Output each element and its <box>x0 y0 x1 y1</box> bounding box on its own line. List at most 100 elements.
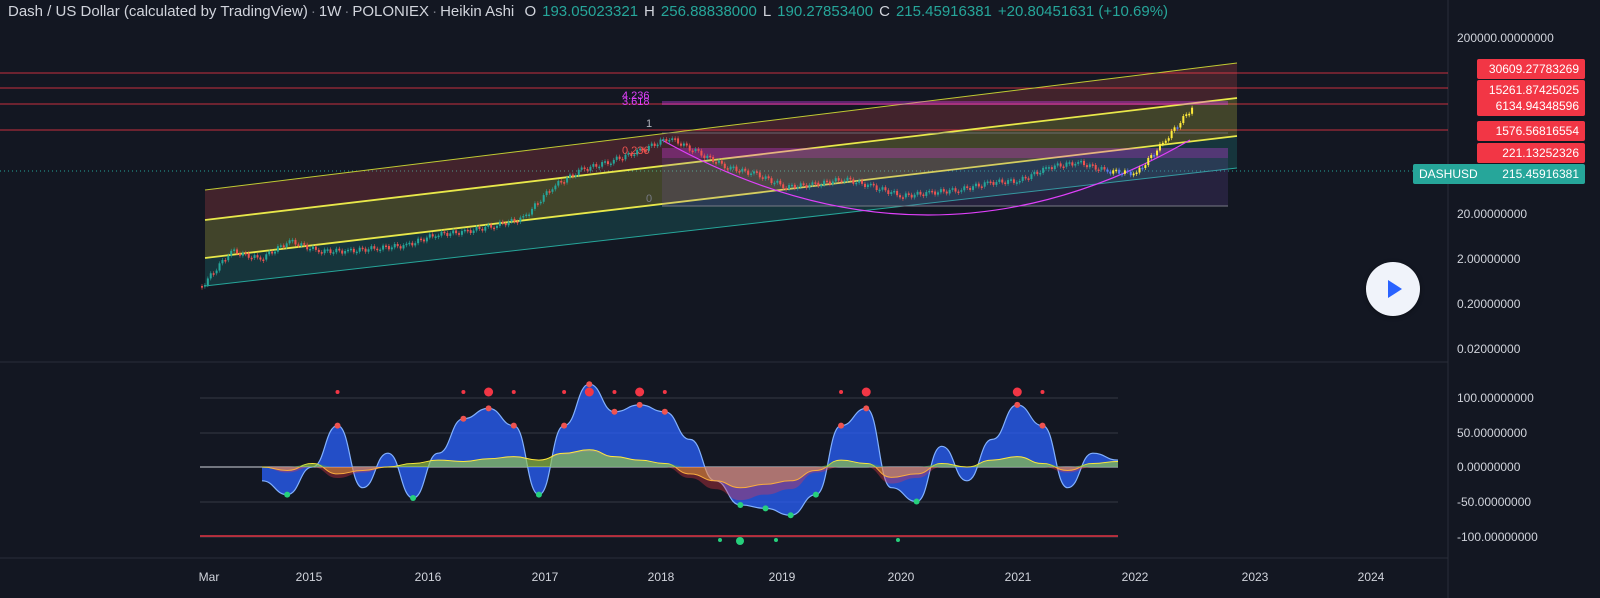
wave-main-area <box>262 384 1118 516</box>
close-label: C <box>879 3 890 20</box>
high-value: 256.88838000 <box>660 3 757 20</box>
play-icon <box>1388 280 1402 298</box>
time-axis-tick: 2016 <box>415 570 442 584</box>
overbought-marker <box>584 387 594 397</box>
low-value: 190.27853400 <box>777 3 874 20</box>
fib-label: 3.618 <box>622 96 650 108</box>
sell-signal-dot <box>611 408 618 415</box>
symbol-tag-price: 215.45916381 <box>1502 167 1579 181</box>
fib-zone-4236 <box>662 101 1228 105</box>
time-axis-tick: 2015 <box>296 570 323 584</box>
overbought-marker <box>861 387 871 397</box>
channel-upper-line <box>204 97 1238 221</box>
sell-signal-dot <box>334 422 341 429</box>
time-axis-tick: Mar <box>199 570 220 584</box>
low-label: L <box>762 3 772 20</box>
channel-top-line <box>204 62 1238 191</box>
price-tag-30609: 30609.27783269 <box>1477 59 1585 79</box>
time-axis-tick: 2023 <box>1242 570 1269 584</box>
time-axis-tick: 2017 <box>532 570 559 584</box>
fib-label: 1 <box>646 118 652 130</box>
ohlc-values: O 193.05023321 H 256.88838000 L 190.27853400 C… <box>524 3 1174 20</box>
oversold-marker <box>896 538 900 542</box>
oscillator-axis-tick: 50.00000000 <box>1457 426 1527 440</box>
open-label: O <box>524 3 537 20</box>
buy-signal-dot <box>737 501 744 508</box>
overbought-marker <box>612 390 617 394</box>
channel-lower-fill <box>205 136 1237 286</box>
chart-style-label: Heikin Ashi <box>440 3 515 20</box>
wave-main-line <box>261 383 1119 516</box>
overbought-marker <box>662 390 667 394</box>
overbought-marker <box>335 390 340 394</box>
exchange-label: POLONIEX <box>352 3 430 20</box>
sell-signal-dot <box>661 408 668 415</box>
price-axis-tick: 0.02000000 <box>1457 342 1521 356</box>
play-button[interactable] <box>1366 262 1420 316</box>
buy-signal-dot <box>410 495 417 502</box>
fib-zone-base <box>662 158 1228 206</box>
time-axis-tick: 2019 <box>769 570 796 584</box>
channel-lower-line <box>204 135 1238 259</box>
fib-zone-0236 <box>662 148 1228 158</box>
sell-signal-dot <box>510 422 517 429</box>
overbought-marker <box>635 387 645 397</box>
time-axis-tick: 2024 <box>1358 570 1385 584</box>
oscillator-axis-tick: 0.00000000 <box>1457 460 1521 474</box>
price-tag-15261: 15261.87425025 <box>1477 80 1585 100</box>
price-axis-tick: 20.00000000 <box>1457 207 1527 221</box>
channel-upper-fill <box>205 63 1237 220</box>
buy-signal-dot <box>812 491 819 498</box>
time-axis-tick: 2018 <box>648 570 675 584</box>
overbought-marker <box>461 390 466 394</box>
buy-signal-dot <box>284 491 291 498</box>
sell-signal-dot <box>636 401 643 408</box>
sell-signal-dot <box>586 381 593 388</box>
overbought-marker <box>1012 387 1022 397</box>
symbol-tag-name: DASHUSD <box>1419 167 1478 181</box>
oversold-marker <box>774 538 778 542</box>
wave-negative-area <box>262 467 1118 501</box>
price-axis-tick: 0.20000000 <box>1457 297 1521 311</box>
symbol-price-tag: DASHUSD 215.45916381 <box>1413 164 1585 184</box>
channel-middle-fill <box>205 98 1237 258</box>
buy-signal-dot <box>787 512 794 519</box>
wave-secondary-line <box>261 449 1119 489</box>
symbol-legend: Dash / US Dollar (calculated by TradingV… <box>8 3 1174 20</box>
wave-positive-area <box>262 451 1118 467</box>
oscillator-axis-tick: -100.00000000 <box>1457 530 1538 544</box>
sell-signal-dot <box>863 405 870 412</box>
oversold-marker <box>736 537 744 545</box>
channel-bottom-line <box>204 167 1238 287</box>
oscillator-axis-tick: -50.00000000 <box>1457 495 1531 509</box>
price-tag-6134: 6134.94348596 <box>1477 96 1585 116</box>
overbought-marker <box>839 390 844 394</box>
oversold-marker <box>718 538 722 542</box>
close-value: 215.45916381 <box>895 3 992 20</box>
wave-secondary-area <box>262 449 1118 488</box>
sell-signal-dot <box>460 415 467 422</box>
open-value: 193.05023321 <box>542 3 639 20</box>
buy-signal-dot <box>535 491 542 498</box>
sell-signal-dot <box>485 405 492 412</box>
fib-label: 0 <box>646 193 652 205</box>
price-tag-1576: 1576.56816554 <box>1477 121 1585 141</box>
sell-signal-dot <box>1039 422 1046 429</box>
change-value: +20.80451631 (+10.69%) <box>997 3 1169 20</box>
high-label: H <box>644 3 655 20</box>
interval-label[interactable]: 1W <box>318 3 342 20</box>
fib-arc <box>661 139 1191 216</box>
sell-signal-dot <box>838 422 845 429</box>
price-axis-tick: 2.00000000 <box>1457 252 1521 266</box>
overbought-marker <box>511 390 516 394</box>
symbol-title[interactable]: Dash / US Dollar (calculated by TradingV… <box>8 3 308 20</box>
time-axis-tick: 2020 <box>888 570 915 584</box>
price-axis-tick: 200000.00000000 <box>1457 31 1554 45</box>
oscillator-axis-tick: 100.00000000 <box>1457 391 1534 405</box>
overbought-marker <box>562 390 567 394</box>
buy-signal-dot <box>913 498 920 505</box>
price-tag-221: 221.13252326 <box>1477 143 1585 163</box>
fib-label: 4.236 <box>622 90 650 102</box>
buy-signal-dot <box>762 505 769 512</box>
